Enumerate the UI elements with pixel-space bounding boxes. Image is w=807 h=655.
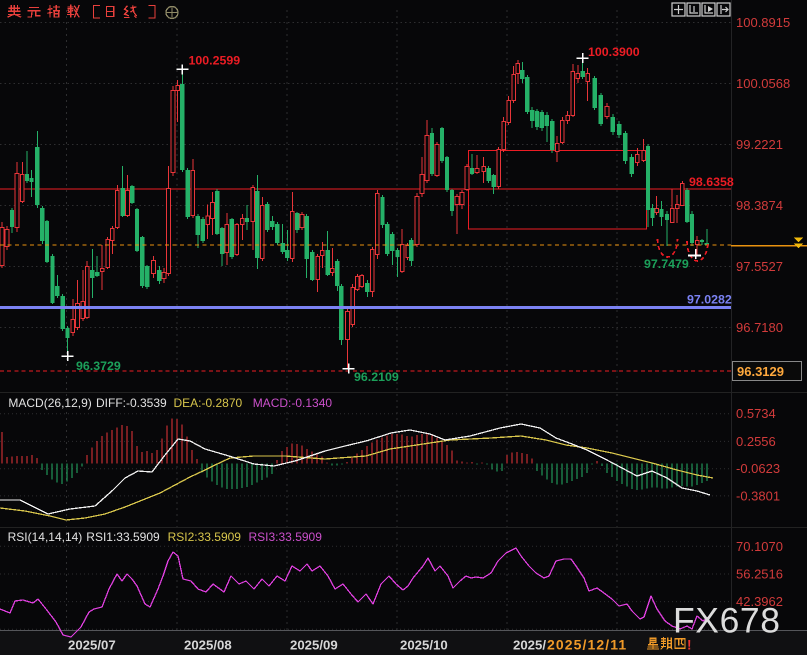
svg-text:100.2599: 100.2599 <box>189 54 241 68</box>
svg-text:-0.3801: -0.3801 <box>736 488 780 503</box>
svg-text:RSI2:33.5909: RSI2:33.5909 <box>168 530 242 544</box>
svg-text:RSI(14,14,14): RSI(14,14,14) <box>8 530 83 544</box>
svg-text:0.2556: 0.2556 <box>736 434 776 449</box>
svg-text:2025/07: 2025/07 <box>68 638 116 653</box>
svg-text:!: ! <box>687 638 692 653</box>
svg-text:96.3129: 96.3129 <box>737 364 784 379</box>
svg-text:2025/08: 2025/08 <box>184 638 232 653</box>
svg-text:96.7180: 96.7180 <box>736 320 783 335</box>
svg-text:2025/12/11: 2025/12/11 <box>547 637 627 653</box>
svg-text:96.2109: 96.2109 <box>354 370 399 384</box>
svg-text:56.2516: 56.2516 <box>736 567 783 582</box>
svg-text:DIFF:-0.3539: DIFF:-0.3539 <box>96 396 167 410</box>
svg-text:97.0282: 97.0282 <box>687 293 732 307</box>
svg-text:98.3874: 98.3874 <box>736 198 783 213</box>
svg-text:2025/09: 2025/09 <box>290 638 338 653</box>
svg-text:RSI3:33.5909: RSI3:33.5909 <box>249 530 323 544</box>
svg-text:MACD(26,12,9): MACD(26,12,9) <box>8 396 91 410</box>
svg-text:100.0568: 100.0568 <box>736 76 790 91</box>
svg-text:0.5734: 0.5734 <box>736 406 776 421</box>
svg-text:MACD:-0.1340: MACD:-0.1340 <box>253 396 333 410</box>
svg-text:96.3729: 96.3729 <box>76 359 121 373</box>
svg-text:97.7479: 97.7479 <box>644 257 689 271</box>
svg-text:98.6358: 98.6358 <box>689 175 734 189</box>
svg-text:DEA:-0.2870: DEA:-0.2870 <box>174 396 243 410</box>
svg-text:2025/10: 2025/10 <box>400 638 448 653</box>
svg-text:99.2221: 99.2221 <box>736 137 783 152</box>
svg-text:2025/: 2025/ <box>513 638 546 653</box>
svg-text:-0.0623: -0.0623 <box>736 461 780 476</box>
svg-text:70.1070: 70.1070 <box>736 539 783 554</box>
svg-text:RSI1:33.5909: RSI1:33.5909 <box>86 530 160 544</box>
svg-text:97.5527: 97.5527 <box>736 259 783 274</box>
svg-text:100.3900: 100.3900 <box>588 45 640 59</box>
svg-text:42.3962: 42.3962 <box>736 594 783 609</box>
svg-text:100.8915: 100.8915 <box>736 15 790 30</box>
svg-text:FX678: FX678 <box>673 601 781 641</box>
